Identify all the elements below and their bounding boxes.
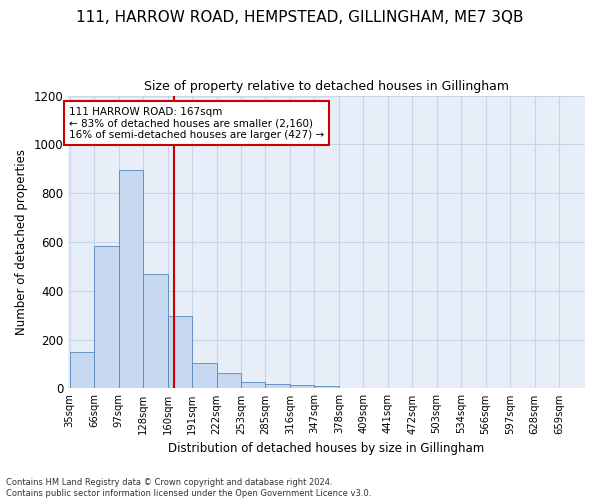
Bar <box>167 316 192 388</box>
Bar <box>192 363 217 388</box>
Title: Size of property relative to detached houses in Gillingham: Size of property relative to detached ho… <box>144 80 509 93</box>
Text: 111, HARROW ROAD, HEMPSTEAD, GILLINGHAM, ME7 3QB: 111, HARROW ROAD, HEMPSTEAD, GILLINGHAM,… <box>76 10 524 25</box>
X-axis label: Distribution of detached houses by size in Gillingham: Distribution of detached houses by size … <box>169 442 485 455</box>
Text: Contains HM Land Registry data © Crown copyright and database right 2024.
Contai: Contains HM Land Registry data © Crown c… <box>6 478 371 498</box>
Bar <box>314 386 339 388</box>
Y-axis label: Number of detached properties: Number of detached properties <box>15 149 28 335</box>
Text: 111 HARROW ROAD: 167sqm
← 83% of detached houses are smaller (2,160)
16% of semi: 111 HARROW ROAD: 167sqm ← 83% of detache… <box>69 106 324 140</box>
Bar <box>265 384 290 388</box>
Bar <box>241 382 265 388</box>
Bar <box>70 352 94 389</box>
Bar <box>143 274 167 388</box>
Bar <box>119 170 143 388</box>
Bar <box>217 372 241 388</box>
Bar <box>94 246 119 388</box>
Bar <box>290 386 314 388</box>
